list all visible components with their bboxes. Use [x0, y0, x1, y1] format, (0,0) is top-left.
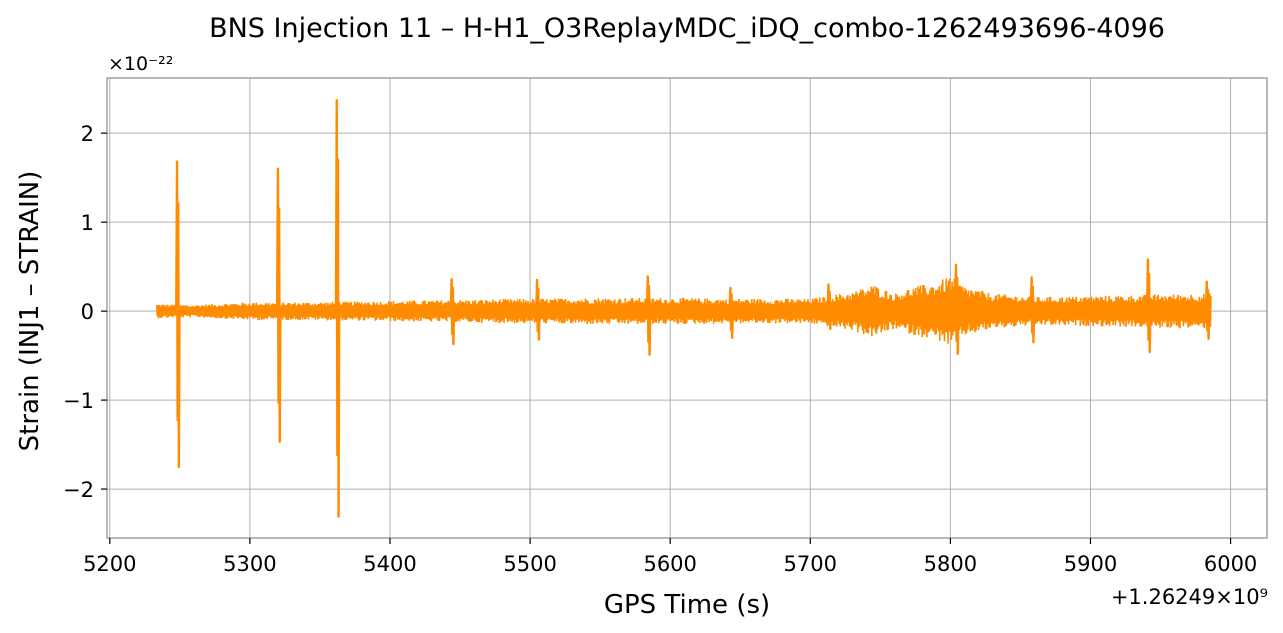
x-tick-label: 6000 [1204, 552, 1257, 576]
x-tick-label: 5200 [83, 552, 136, 576]
x-tick-label: 5600 [643, 552, 696, 576]
strain-spike [1029, 276, 1036, 344]
y-tick-label: −2 [63, 478, 94, 502]
strain-spike [334, 99, 341, 518]
y-multiplier-label: ×10⁻²² [108, 53, 173, 75]
strain-spike [1204, 280, 1211, 340]
strain-spike [953, 263, 960, 356]
strain-spike [535, 278, 541, 341]
y-axis: −2 −1 0 1 2 [63, 122, 107, 502]
x-tick-label: 5500 [503, 552, 556, 576]
x-tick-label: 5900 [1064, 552, 1117, 576]
strain-spike [449, 277, 456, 346]
y-tick-label: 1 [81, 211, 94, 235]
strain-spike [645, 275, 652, 356]
x-tick-label: 5400 [363, 552, 416, 576]
y-tick-label: 2 [81, 122, 94, 146]
plot-frame [106, 77, 1268, 539]
strain-spike [175, 160, 181, 469]
x-axis: 5200 5300 5400 5500 5600 5700 5800 5900 6000 [83, 538, 1257, 576]
y-axis-label: Strain (INJ1 – STRAIN) [15, 171, 45, 452]
x-offset-label: +1.26249×10⁹ [1111, 585, 1268, 609]
x-axis-label: GPS Time (s) [604, 590, 770, 620]
x-tick-label: 5700 [784, 552, 837, 576]
y-tick-label: −1 [63, 389, 94, 413]
strain-spike [1145, 258, 1152, 354]
x-tick-label: 5800 [924, 552, 977, 576]
series-strain [155, 99, 1212, 518]
strain-spike [728, 286, 735, 340]
y-tick-label: 0 [81, 300, 94, 324]
strain-spike [275, 167, 282, 444]
chart-title: BNS Injection 11 – H-H1_O3ReplayMDC_iDQ_… [209, 13, 1165, 44]
strain-spike [826, 283, 833, 331]
x-tick-label: 5300 [223, 552, 276, 576]
strain-noise-line [155, 278, 1212, 344]
